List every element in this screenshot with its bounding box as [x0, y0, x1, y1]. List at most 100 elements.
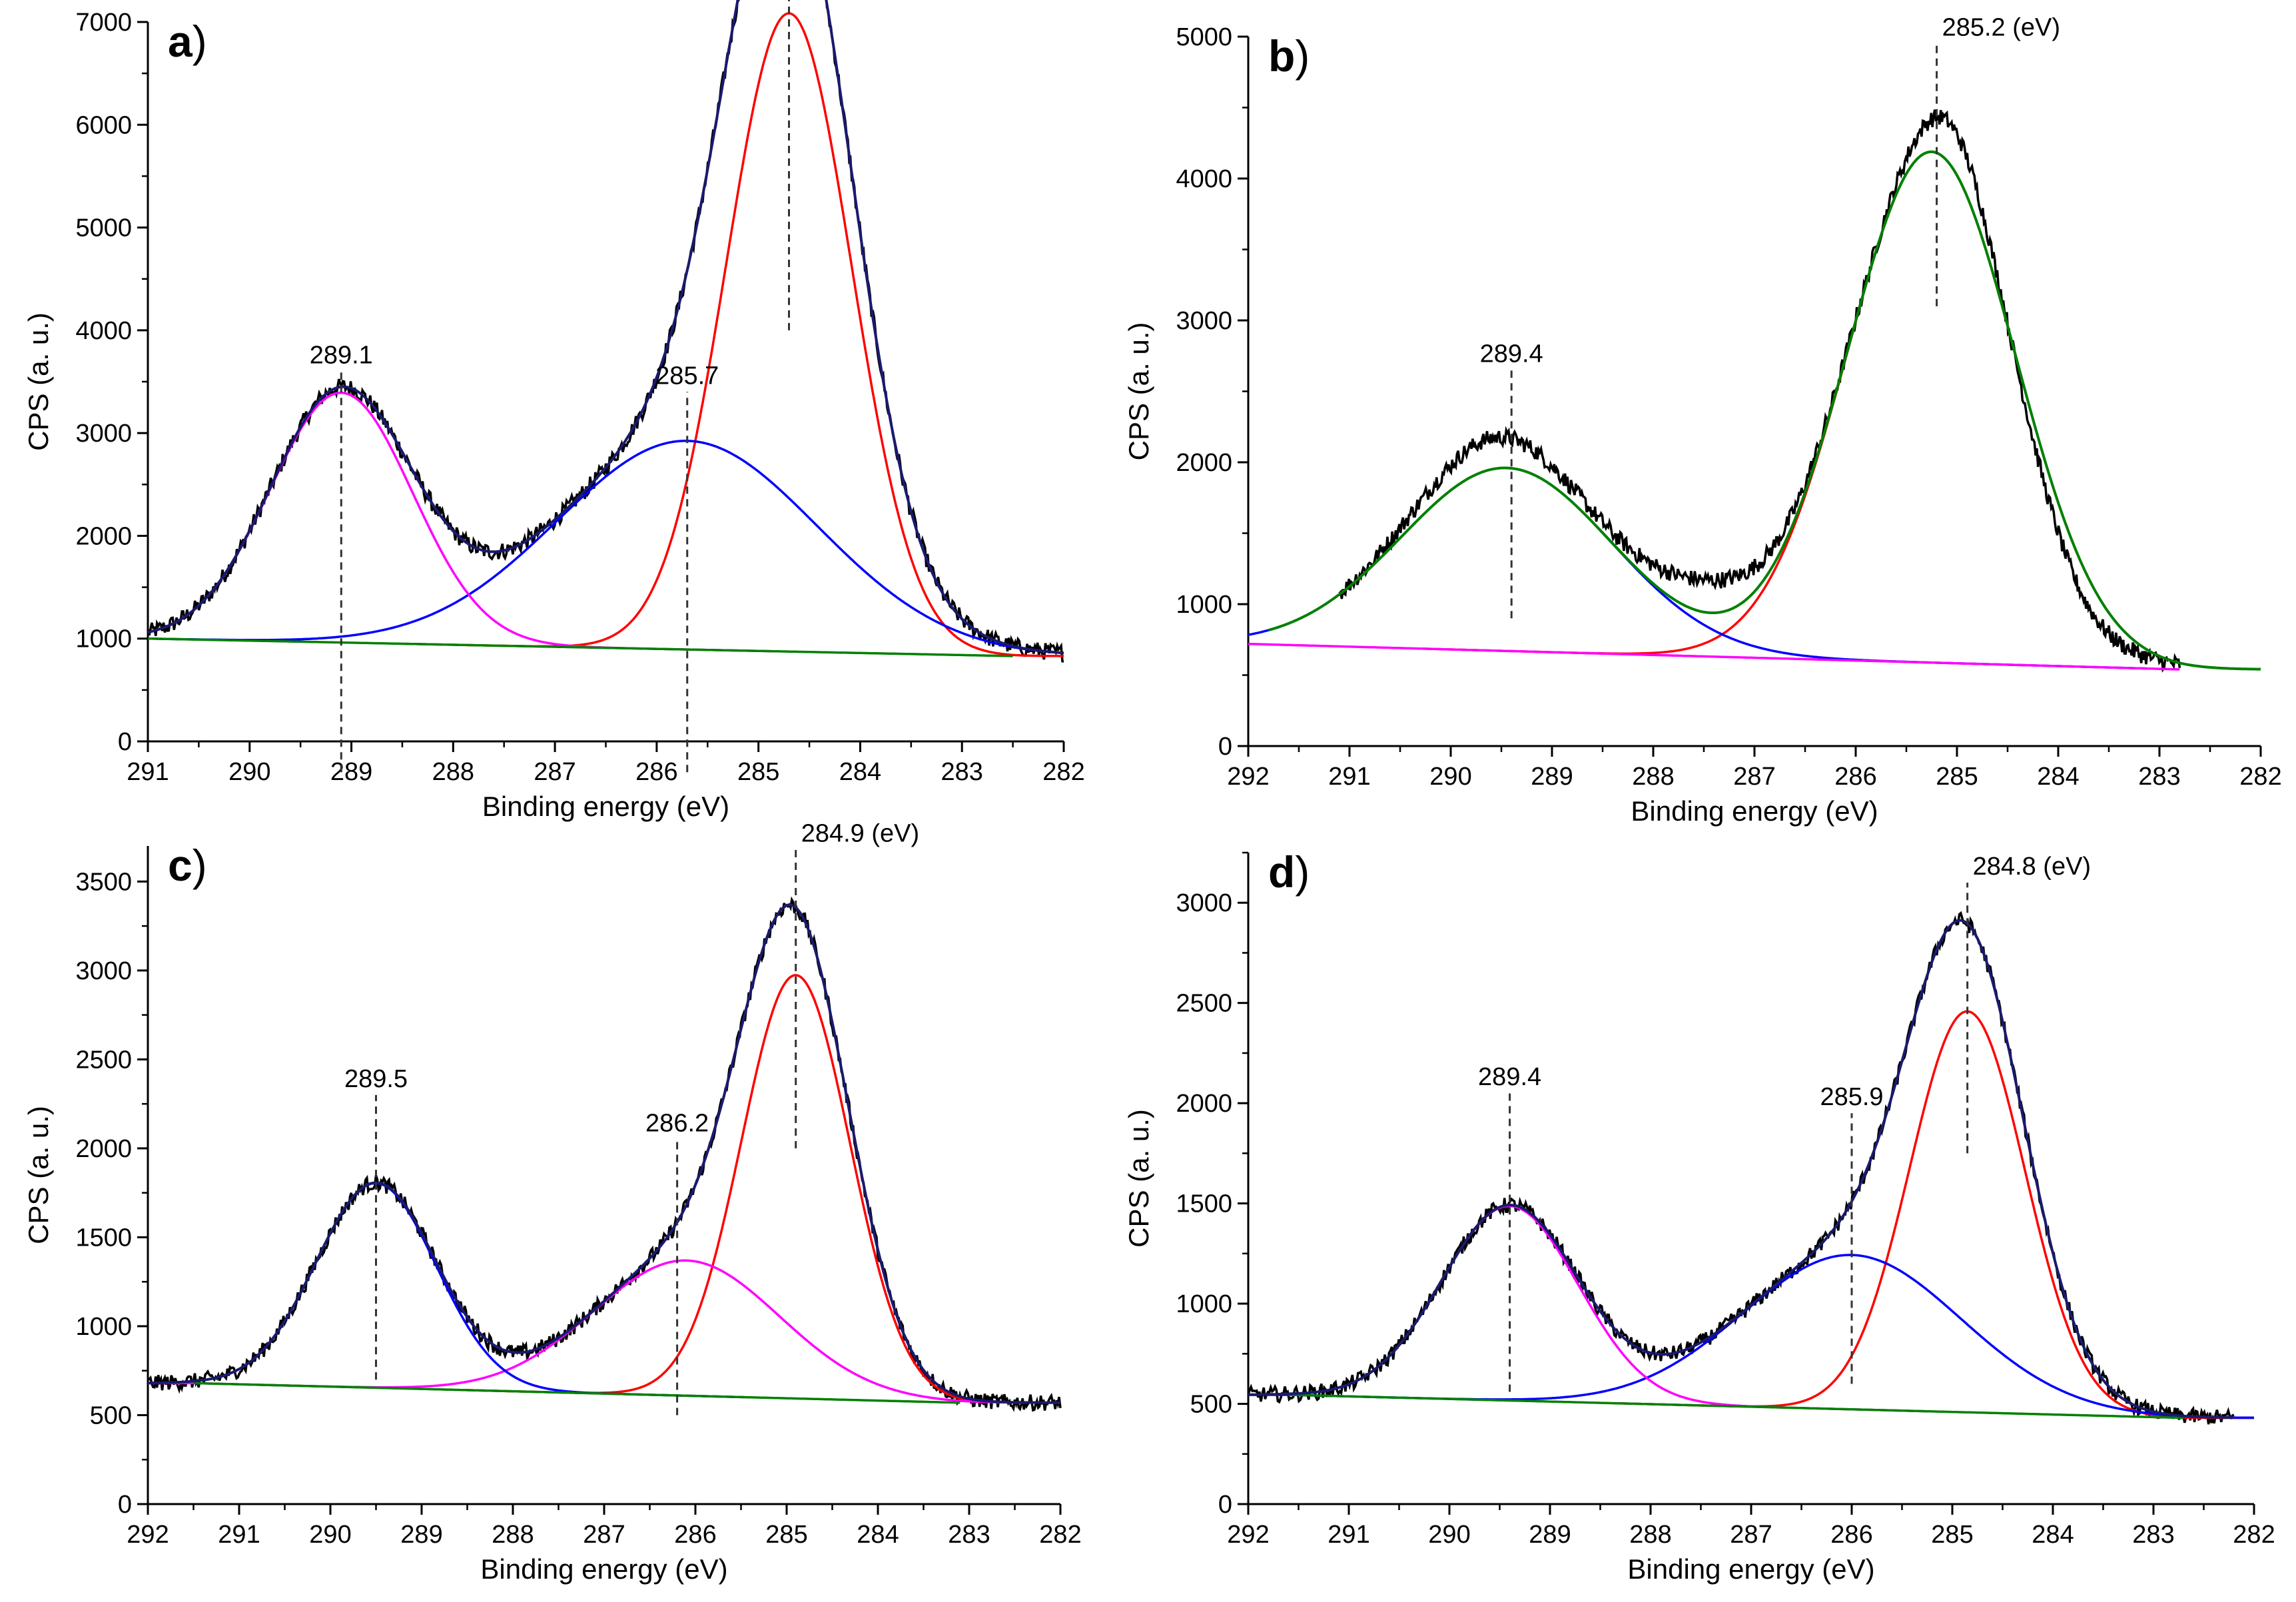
fit-component-line — [148, 440, 1064, 655]
y-tick-label: 2000 — [1176, 1090, 1232, 1118]
x-axis-label: Binding energy (eV) — [480, 1553, 727, 1585]
peak-label: 285.7 — [655, 362, 719, 390]
x-tick-label: 291 — [127, 758, 169, 786]
baseline-line — [1288, 1394, 2184, 1419]
panel-paren: ) — [1295, 847, 1310, 897]
chart-panel-d: 292 291 290 289 288 287 286 285 284 283 282 0 500 100… — [1123, 847, 2275, 1585]
x-tick-label: 284 — [2037, 763, 2079, 791]
x-tick-label: 286 — [1830, 1521, 1872, 1549]
y-tick-label: 0 — [118, 728, 132, 756]
x-tick-label: 282 — [2233, 1521, 2275, 1549]
panel-letter: b — [1268, 31, 1295, 81]
y-axis-label: CPS (a. u.) — [1123, 322, 1154, 461]
y-axis-label: CPS (a. u.) — [23, 312, 54, 451]
fit-component-line — [1248, 1254, 2255, 1419]
peak-label: 289.1 — [310, 342, 373, 370]
x-tick-label: 284 — [2032, 1521, 2074, 1549]
baseline-line — [1248, 642, 2180, 671]
y-tick-label: 7000 — [75, 9, 132, 37]
fit-envelope-line — [148, 903, 1060, 1404]
x-tick-label: 283 — [2138, 763, 2180, 791]
panel-label: c) — [168, 841, 207, 890]
x-axis-label: Binding energy (eV) — [482, 791, 729, 822]
panel-paren: ) — [1295, 31, 1310, 81]
peak-label: 284.8 (eV) — [1973, 853, 2091, 881]
x-tick-label: 289 — [400, 1521, 442, 1549]
y-tick-label: 5000 — [1176, 23, 1232, 51]
panel-letter: c — [168, 841, 192, 890]
x-axis-label: Binding energy (eV) — [1627, 1553, 1874, 1585]
fit-component-line — [405, 12, 1064, 657]
baseline-line — [193, 1382, 960, 1404]
y-tick-label: 1000 — [75, 625, 132, 653]
x-tick-label: 286 — [674, 1521, 716, 1549]
y-tick-label: 1500 — [75, 1224, 132, 1252]
y-axis-label: CPS (a. u.) — [23, 1106, 54, 1244]
y-tick-label: 4000 — [75, 317, 132, 345]
x-tick-label: 284 — [857, 1521, 899, 1549]
x-tick-label: 287 — [583, 1521, 625, 1549]
peak-label: 289.4 — [1478, 1063, 1541, 1091]
y-tick-label: 3000 — [1176, 307, 1232, 335]
y-tick-label: 500 — [90, 1402, 132, 1429]
panel-label: b) — [1268, 31, 1310, 81]
x-tick-label: 282 — [1042, 758, 1084, 786]
x-tick-label: 282 — [1039, 1521, 1081, 1549]
y-tick-label: 1500 — [1176, 1190, 1232, 1218]
x-tick-label: 285 — [1931, 1521, 1973, 1549]
peak-label: 289.4 — [1480, 340, 1543, 368]
y-tick-label: 0 — [1218, 1491, 1232, 1519]
panel-label: d) — [1268, 847, 1310, 897]
fit-envelope-line — [1268, 150, 2261, 671]
baseline-line — [147, 637, 1013, 657]
y-tick-label: 5000 — [75, 214, 132, 242]
y-tick-label: 1000 — [75, 1313, 132, 1341]
x-tick-label: 292 — [1227, 763, 1269, 791]
x-axis-label: Binding energy (eV) — [1631, 795, 1878, 827]
x-tick-label: 282 — [2239, 763, 2281, 791]
chart-panel-a: 291 290 289 288 287 286 285 284 283 282 0 1000 2000 3… — [23, 0, 1085, 822]
x-tick-label: 292 — [127, 1521, 169, 1549]
y-tick-label: 3000 — [75, 957, 132, 985]
fit-component-line — [1418, 151, 2261, 671]
x-tick-label: 292 — [1227, 1521, 1269, 1549]
fit-component-line — [1614, 1010, 2254, 1419]
y-tick-label: 2500 — [75, 1046, 132, 1074]
fit-component-line — [1248, 466, 2151, 670]
y-tick-label: 0 — [1218, 733, 1232, 761]
y-tick-label: 2000 — [75, 522, 132, 550]
y-tick-label: 0 — [118, 1491, 132, 1519]
y-axis-label: CPS (a. u.) — [1123, 1109, 1154, 1248]
fit-envelope-line — [147, 0, 1064, 655]
x-tick-label: 286 — [1834, 763, 1876, 791]
x-tick-label: 291 — [1328, 1521, 1369, 1549]
y-tick-label: 2000 — [1176, 449, 1232, 477]
chart-panel-c: 292 291 290 289 288 287 286 285 284 283 282 0 500 100… — [23, 819, 1082, 1585]
y-tick-label: 3000 — [75, 420, 132, 448]
y-tick-label: 3500 — [75, 868, 132, 896]
panel-letter: d — [1268, 847, 1295, 897]
fit-component-line — [148, 1259, 1060, 1404]
x-tick-label: 288 — [1629, 1521, 1671, 1549]
x-tick-label: 288 — [1632, 763, 1674, 791]
y-tick-label: 2000 — [75, 1135, 132, 1163]
raw-spectrum-line — [147, 0, 1064, 663]
x-tick-label: 289 — [330, 758, 372, 786]
y-tick-label: 6000 — [75, 111, 132, 139]
raw-spectrum-line — [147, 896, 1062, 1412]
peak-label: 285.9 — [1820, 1083, 1883, 1111]
x-tick-label: 288 — [492, 1521, 534, 1549]
fit-component-line — [148, 1182, 744, 1399]
x-tick-label: 283 — [941, 758, 983, 786]
x-tick-label: 284 — [839, 758, 881, 786]
x-tick-label: 286 — [635, 758, 677, 786]
panel-letter: a — [168, 17, 193, 66]
x-tick-label: 290 — [309, 1521, 351, 1549]
y-tick-label: 2500 — [1176, 990, 1232, 1018]
fit-component-line — [147, 391, 778, 653]
panel-paren: ) — [192, 17, 207, 66]
x-tick-label: 290 — [228, 758, 270, 786]
x-tick-label: 285 — [1936, 763, 1978, 791]
x-tick-label: 287 — [534, 758, 575, 786]
